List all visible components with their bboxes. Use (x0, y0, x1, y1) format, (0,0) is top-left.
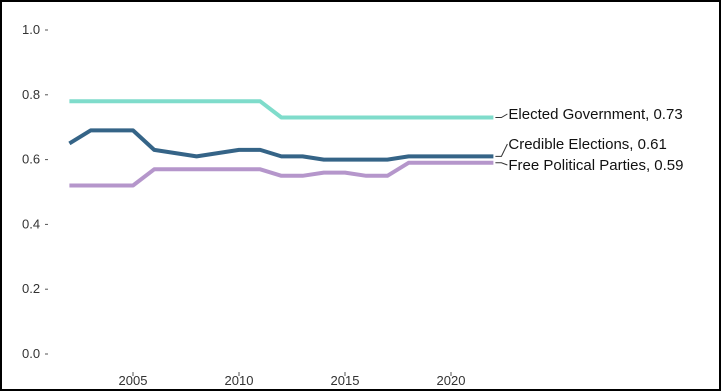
y-tick-label: 0.6 (22, 152, 40, 167)
series-end-label: Credible Elections, 0.61 (508, 136, 666, 153)
series-line-1 (68, 128, 494, 162)
end-label-leader (495, 162, 508, 166)
series-line-0 (69, 99, 494, 120)
y-axis: 0.0 0.2 0.4 0.6 0.8 1.0 (22, 22, 48, 361)
y-tick-label: 0.4 (22, 216, 40, 231)
x-tick-label: 2010 (225, 373, 254, 388)
x-axis: 2005 2010 2015 2020 (119, 372, 466, 388)
y-tick-label: 1.0 (22, 22, 40, 37)
series-line-2 (69, 160, 494, 188)
y-tick-label: 0.8 (22, 87, 40, 102)
x-tick-label: 2005 (119, 373, 148, 388)
x-tick-label: 2015 (331, 373, 360, 388)
series-lines (68, 99, 494, 188)
end-label-leader (495, 113, 508, 118)
end-label-leader (495, 143, 508, 157)
series-end-label: Free Political Parties, 0.59 (508, 157, 683, 174)
y-tick-label: 0.0 (22, 346, 40, 361)
series-end-label: Elected Government, 0.73 (508, 106, 682, 123)
y-tick-label: 0.2 (22, 281, 40, 296)
x-tick-label: 2020 (437, 373, 466, 388)
series-end-labels: Elected Government, 0.73 Credible Electio… (495, 106, 683, 174)
